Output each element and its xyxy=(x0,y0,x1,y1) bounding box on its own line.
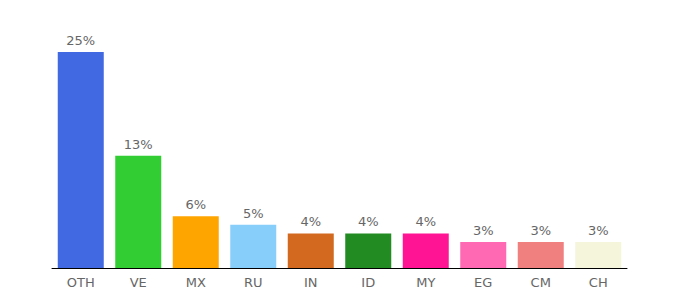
svg-text:CH: CH xyxy=(589,275,608,290)
svg-text:4%: 4% xyxy=(300,214,321,229)
svg-text:MY: MY xyxy=(416,275,435,290)
svg-text:IN: IN xyxy=(304,275,318,290)
svg-text:EG: EG xyxy=(474,275,492,290)
svg-text:OTH: OTH xyxy=(67,275,95,290)
svg-text:13%: 13% xyxy=(124,137,153,152)
svg-text:6%: 6% xyxy=(185,197,206,212)
svg-text:4%: 4% xyxy=(415,214,436,229)
svg-text:RU: RU xyxy=(244,275,263,290)
svg-text:3%: 3% xyxy=(588,223,609,238)
svg-text:3%: 3% xyxy=(530,223,551,238)
svg-text:25%: 25% xyxy=(66,33,95,48)
svg-text:3%: 3% xyxy=(473,223,494,238)
svg-text:ID: ID xyxy=(361,275,375,290)
svg-text:CM: CM xyxy=(531,275,551,290)
svg-text:4%: 4% xyxy=(358,214,379,229)
svg-text:VE: VE xyxy=(130,275,147,290)
svg-text:MX: MX xyxy=(186,275,206,290)
svg-text:5%: 5% xyxy=(243,206,264,221)
